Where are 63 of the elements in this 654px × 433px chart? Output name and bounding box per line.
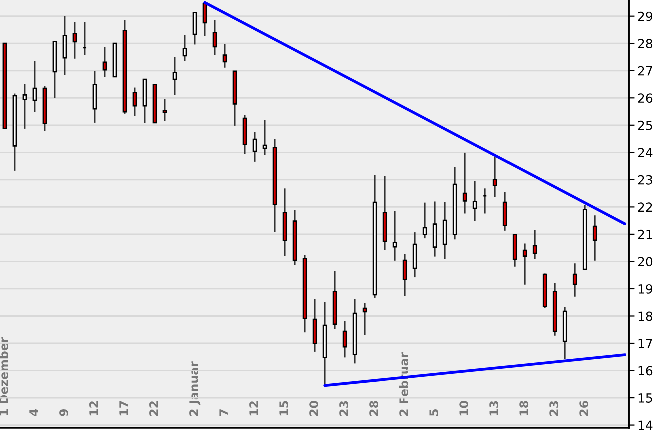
x-tick-label: 4 xyxy=(30,409,38,416)
candlestick xyxy=(592,214,598,262)
x-tick-label: 9 xyxy=(60,409,68,416)
candlestick xyxy=(432,201,438,258)
candlestick xyxy=(422,202,428,240)
candlestick xyxy=(462,152,468,214)
candlestick xyxy=(492,156,498,198)
y-tick-label: 14 xyxy=(638,420,653,430)
x-tick-label: 12 xyxy=(250,402,258,416)
candlestick xyxy=(32,60,38,113)
x-tick-label: 7 xyxy=(220,410,228,416)
candlestick xyxy=(102,46,108,78)
candlestick xyxy=(172,56,178,96)
y-tick-label: 16 xyxy=(638,366,653,376)
candlestick xyxy=(192,12,198,46)
y-tick-label: 23 xyxy=(638,175,652,185)
x-tick-label: 23 xyxy=(550,401,559,416)
candlestick xyxy=(342,320,348,358)
candlestick xyxy=(532,230,538,260)
candlestick xyxy=(212,20,218,56)
x-tick-label: 18 xyxy=(520,401,529,416)
candlestick xyxy=(132,87,138,118)
candlestick xyxy=(472,180,478,222)
candlestick xyxy=(442,202,448,260)
y-tick-label: 25 xyxy=(638,120,652,130)
candlestick xyxy=(572,262,578,298)
candlestick xyxy=(362,302,368,336)
x-tick-label: 10 xyxy=(460,401,469,416)
candlestick xyxy=(62,16,68,76)
y-tick-label: 22 xyxy=(638,202,652,212)
y-tick-label: 19 xyxy=(638,284,653,294)
x-tick-label: 5 xyxy=(430,410,439,416)
x-tick-label: 12 xyxy=(90,402,98,416)
x-tick-label: 15 xyxy=(280,401,288,416)
candlestick xyxy=(392,210,398,262)
y-tick-label: 24 xyxy=(638,148,653,158)
y-tick-label: 28 xyxy=(638,39,653,49)
candlestick xyxy=(222,44,228,69)
candlestick xyxy=(182,34,188,62)
candlestick xyxy=(522,243,528,286)
x-tick-label: 13 xyxy=(490,401,499,416)
y-tick-label: 21 xyxy=(638,230,652,240)
candlestick xyxy=(22,84,28,130)
x-tick-label: 20 xyxy=(310,401,318,416)
x-tick-label: 28 xyxy=(370,401,379,416)
y-tick-label: 17 xyxy=(638,339,652,348)
x-tick-label: 26 xyxy=(580,401,589,416)
y-tick-label: 20 xyxy=(638,257,653,267)
y-tick-label: 26 xyxy=(638,94,653,104)
candlestick xyxy=(412,232,418,278)
candlestick xyxy=(72,22,78,60)
candlestick xyxy=(252,132,258,163)
candlestick xyxy=(162,98,168,122)
y-tick-label: 29 xyxy=(638,12,653,22)
candlestick xyxy=(502,192,508,232)
y-tick-label: 15 xyxy=(638,394,652,403)
y-tick-label: 27 xyxy=(638,66,652,76)
x-tick-label: 17 xyxy=(120,401,128,416)
candlestick xyxy=(402,254,408,297)
candlestick xyxy=(262,120,268,156)
x-tick-label: 22 xyxy=(150,402,158,416)
x-tick-label: 23 xyxy=(340,401,349,416)
y-tick-label: 18 xyxy=(638,312,653,322)
